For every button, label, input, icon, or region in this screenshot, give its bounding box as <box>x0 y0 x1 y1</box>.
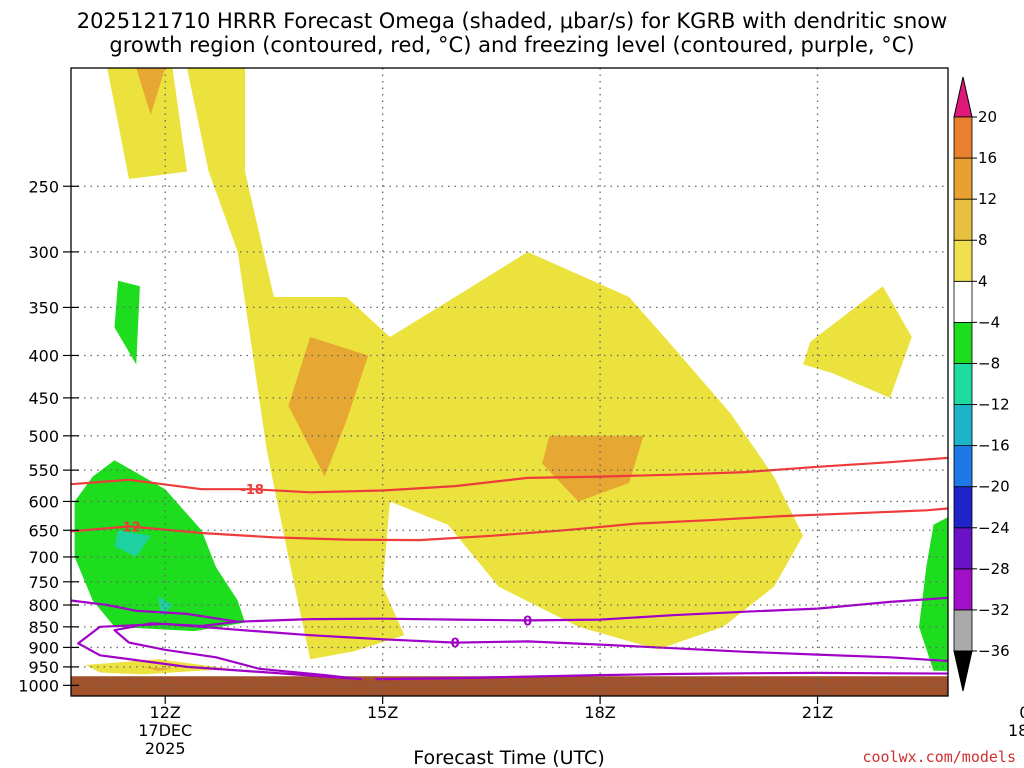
ytick-label-900: 900 <box>28 638 59 657</box>
colorbar-label--20: −20 <box>978 478 1010 496</box>
omega-shade-0 <box>107 68 187 179</box>
colorbar-label--36: −36 <box>978 642 1010 660</box>
colorbar-label--28: −28 <box>978 560 1010 578</box>
xtick-label-18Z: 18Z <box>584 703 615 722</box>
ytick-label-600: 600 <box>28 492 59 511</box>
watermark: coolwx.com/models <box>862 748 1016 766</box>
omega-shade-2 <box>187 68 803 660</box>
ytick-label-500: 500 <box>28 427 59 446</box>
ytick-label-450: 450 <box>28 389 59 408</box>
xtick-label-15Z: 15Z <box>367 703 398 722</box>
ground-below-surface <box>71 676 948 696</box>
ytick-label-300: 300 <box>28 243 59 262</box>
colorbar: −36 −32 −28 −24 −20 −16 −12 −8 −4 4 8 12 16 20 <box>953 76 1010 692</box>
dendritic-contour-0 <box>71 456 948 494</box>
colorbar-label-20: 20 <box>978 108 997 126</box>
colorbar-label--12: −12 <box>978 396 1010 414</box>
colorbar-label-16: 16 <box>978 149 997 167</box>
ytick-label-650: 650 <box>28 521 59 540</box>
ytick-label-350: 350 <box>28 298 59 317</box>
colorbar-bin-3 <box>953 486 973 529</box>
xtick-label-21Z: 21Z <box>802 703 833 722</box>
colorbar-bin-0 <box>953 609 973 652</box>
grid <box>71 68 948 696</box>
omega-shade-15 <box>919 517 948 671</box>
colorbar-bin-11 <box>953 157 973 200</box>
plot-area: -18-12000 <box>71 68 948 696</box>
colorbar-label--32: −32 <box>978 601 1010 619</box>
xtick-year-12Z: 2025 <box>145 739 186 758</box>
colorbar-bin-10 <box>953 198 973 241</box>
omega-shade-10 <box>74 460 245 632</box>
contour-label-2: 0 <box>523 614 532 629</box>
omega-shade-9 <box>114 280 140 365</box>
omega-shade-12 <box>158 595 173 617</box>
ytick-label-1000: 1000 <box>18 676 59 695</box>
omega-shade-1 <box>136 68 166 115</box>
omega-shade-4 <box>542 435 644 502</box>
colorbar-under-arrow <box>953 650 973 692</box>
ytick-label-550: 550 <box>28 461 59 480</box>
freezing-contour-2 <box>71 596 948 623</box>
chart-title-line1: 2025121710 HRRR Forecast Omega (shaded, … <box>77 9 948 33</box>
colorbar-over-arrow <box>953 76 973 118</box>
colorbar-bin-7 <box>953 321 973 364</box>
ytick-label-400: 400 <box>28 346 59 365</box>
omega-shade-8 <box>143 666 173 671</box>
colorbar-bin-6 <box>953 363 973 405</box>
colorbar-bin-12 <box>953 116 973 159</box>
colorbar-bin-1 <box>953 568 973 611</box>
chart-title-line2: growth region (contoured, red, °C) and f… <box>109 33 914 57</box>
colorbar-label-8: 8 <box>978 231 988 249</box>
freezing-contour-4 <box>375 671 948 681</box>
omega-shade-5 <box>803 286 912 398</box>
omega-shade-7 <box>85 659 231 675</box>
xtick-label-12Z: 12Z <box>150 703 181 722</box>
contour-label-1: -12 <box>117 520 141 535</box>
dendritic-contour-1 <box>71 507 948 542</box>
colorbar-label--4: −4 <box>978 313 1000 331</box>
colorbar-bin-2 <box>953 527 973 570</box>
x-axis-label: Forecast Time (UTC) <box>413 747 604 768</box>
xtick-date-12Z: 17DEC <box>138 721 192 740</box>
colorbar-bin-4 <box>953 445 973 488</box>
ytick-label-850: 850 <box>28 618 59 637</box>
xtick-label-00Z: 00Z <box>1019 703 1024 722</box>
colorbar-label--8: −8 <box>978 354 1000 372</box>
y-axis: 2503003504004505005506006507007508008509… <box>18 177 79 695</box>
contour-label-3: 0 <box>451 637 460 652</box>
colorbar-label-12: 12 <box>978 190 997 208</box>
ytick-label-800: 800 <box>28 596 59 615</box>
ytick-label-700: 700 <box>28 548 59 567</box>
omega-shade-3 <box>288 337 369 477</box>
ytick-label-950: 950 <box>28 658 59 677</box>
colorbar-bin-9 <box>953 239 973 282</box>
plot-frame <box>70 67 949 697</box>
colorbar-bin-5 <box>953 404 973 447</box>
colorbar-label-4: 4 <box>978 272 988 290</box>
ytick-label-250: 250 <box>28 177 59 196</box>
x-axis: 12Z17DEC202515Z18Z21Z00Z18DEC03Z <box>138 696 1024 758</box>
contour-label-0: -18 <box>240 483 264 498</box>
ytick-label-750: 750 <box>28 573 59 592</box>
xtick-date-00Z: 18DEC <box>1008 721 1024 740</box>
omega-shade-11 <box>114 530 151 557</box>
colorbar-bin-8 <box>953 280 973 323</box>
colorbar-label--16: −16 <box>978 437 1010 455</box>
freezing-contour-3 <box>77 620 948 681</box>
colorbar-label--24: −24 <box>978 519 1010 537</box>
